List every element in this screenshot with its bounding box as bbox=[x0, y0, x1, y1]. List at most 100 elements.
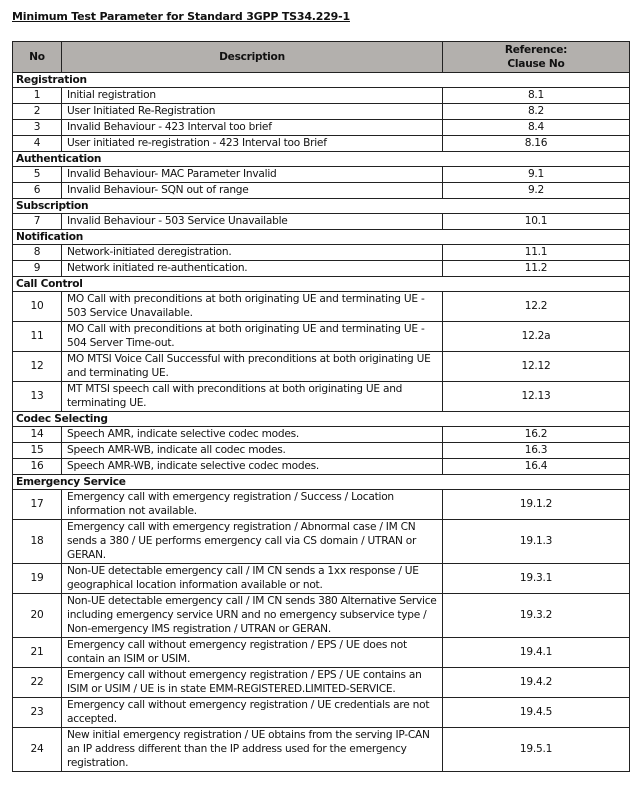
cell-description: Network-initiated deregistration. bbox=[61, 244, 443, 261]
table-row: 16 Speech AMR-WB, indicate selective code… bbox=[12, 458, 630, 475]
cell-no: 18 bbox=[12, 519, 62, 564]
table-row: 22 Emergency call without emergency regis… bbox=[12, 667, 630, 698]
cell-description: Non-UE detectable emergency call / IM CN… bbox=[61, 593, 443, 638]
cell-description: Non-UE detectable emergency call / IM CN… bbox=[61, 563, 443, 594]
cell-no: 23 bbox=[12, 697, 62, 728]
cell-reference: 16.4 bbox=[442, 458, 630, 475]
cell-reference: 10.1 bbox=[442, 213, 630, 230]
cell-description: Speech AMR-WB, indicate all codec modes. bbox=[61, 442, 443, 459]
cell-reference: 19.4.2 bbox=[442, 667, 630, 698]
cell-no: 5 bbox=[12, 166, 62, 183]
section-title: Codec Selecting bbox=[12, 411, 630, 427]
cell-no: 11 bbox=[12, 321, 62, 352]
table-row: 24 New initial emergency registration / U… bbox=[12, 727, 630, 772]
cell-reference: 19.5.1 bbox=[442, 727, 630, 772]
cell-reference: 19.1.2 bbox=[442, 489, 630, 520]
cell-reference: 8.4 bbox=[442, 119, 630, 136]
table-row: 17 Emergency call with emergency registra… bbox=[12, 489, 630, 520]
cell-description: Network initiated re-authentication. bbox=[61, 260, 443, 277]
cell-reference: 9.2 bbox=[442, 182, 630, 199]
table-row: 2 User Initiated Re-Registration 8.2 bbox=[12, 103, 630, 120]
cell-reference: 12.13 bbox=[442, 381, 630, 412]
cell-no: 15 bbox=[12, 442, 62, 459]
cell-description: New initial emergency registration / UE … bbox=[61, 727, 443, 772]
cell-no: 7 bbox=[12, 213, 62, 230]
cell-no: 16 bbox=[12, 458, 62, 475]
document-title: Minimum Test Parameter for Standard 3GPP… bbox=[12, 10, 350, 23]
cell-description: Emergency call with emergency registrati… bbox=[61, 519, 443, 564]
table-row: 4 User initiated re-registration - 423 In… bbox=[12, 135, 630, 152]
cell-description: Emergency call without emergency registr… bbox=[61, 697, 443, 728]
table-row: 9 Network initiated re-authentication. 11.… bbox=[12, 260, 630, 277]
cell-no: 6 bbox=[12, 182, 62, 199]
cell-description: Emergency call with emergency registrati… bbox=[61, 489, 443, 520]
cell-description: Invalid Behaviour- MAC Parameter Invalid bbox=[61, 166, 443, 183]
table-row: 13 MT MTSI speech call with preconditions… bbox=[12, 381, 630, 412]
section-row: Call Control bbox=[12, 276, 630, 292]
table-row: 8 Network-initiated deregistration. 11.1 bbox=[12, 244, 630, 261]
cell-description: Emergency call without emergency registr… bbox=[61, 637, 443, 668]
table-row: 18 Emergency call with emergency registra… bbox=[12, 519, 630, 564]
table-row: 19 Non-UE detectable emergency call / IM … bbox=[12, 563, 630, 594]
section-title: Call Control bbox=[12, 276, 630, 292]
header-no: No bbox=[12, 41, 62, 73]
cell-no: 3 bbox=[12, 119, 62, 136]
header-reference: Reference: Clause No bbox=[442, 41, 630, 73]
cell-no: 12 bbox=[12, 351, 62, 382]
header-description: Description bbox=[61, 41, 443, 73]
table-row: 1 Initial registration 8.1 bbox=[12, 87, 630, 104]
cell-reference: 19.3.1 bbox=[442, 563, 630, 594]
table-row: 14 Speech AMR, indicate selective codec m… bbox=[12, 426, 630, 443]
cell-no: 19 bbox=[12, 563, 62, 594]
cell-no: 21 bbox=[12, 637, 62, 668]
cell-reference: 19.4.5 bbox=[442, 697, 630, 728]
section-row: Authentication bbox=[12, 151, 630, 167]
cell-reference: 11.2 bbox=[442, 260, 630, 277]
table-row: 10 MO Call with preconditions at both ori… bbox=[12, 291, 630, 322]
cell-reference: 9.1 bbox=[442, 166, 630, 183]
section-title: Authentication bbox=[12, 151, 630, 167]
table-row: 21 Emergency call without emergency regis… bbox=[12, 637, 630, 668]
cell-reference: 12.12 bbox=[442, 351, 630, 382]
section-title: Subscription bbox=[12, 198, 630, 214]
table-row: 23 Emergency call without emergency regis… bbox=[12, 697, 630, 728]
cell-reference: 8.2 bbox=[442, 103, 630, 120]
cell-description: Speech AMR, indicate selective codec mod… bbox=[61, 426, 443, 443]
cell-no: 20 bbox=[12, 593, 62, 638]
cell-description: Invalid Behaviour - 423 Interval too bri… bbox=[61, 119, 443, 136]
cell-description: Invalid Behaviour - 503 Service Unavaila… bbox=[61, 213, 443, 230]
cell-no: 9 bbox=[12, 260, 62, 277]
cell-description: MO MTSI Voice Call Successful with preco… bbox=[61, 351, 443, 382]
cell-description: Emergency call without emergency registr… bbox=[61, 667, 443, 698]
table-row: 20 Non-UE detectable emergency call / IM … bbox=[12, 593, 630, 638]
cell-reference: 19.3.2 bbox=[442, 593, 630, 638]
cell-reference: 19.1.3 bbox=[442, 519, 630, 564]
cell-description: MT MTSI speech call with preconditions a… bbox=[61, 381, 443, 412]
header-reference-line1: Reference: bbox=[504, 44, 568, 56]
cell-reference: 16.3 bbox=[442, 442, 630, 459]
cell-description: Speech AMR-WB, indicate selective codec … bbox=[61, 458, 443, 475]
section-title: Emergency Service bbox=[12, 474, 630, 490]
cell-no: 8 bbox=[12, 244, 62, 261]
cell-reference: 8.16 bbox=[442, 135, 630, 152]
cell-no: 1 bbox=[12, 87, 62, 104]
table-row: 6 Invalid Behaviour- SQN out of range 9.2 bbox=[12, 182, 630, 199]
cell-reference: 12.2 bbox=[442, 291, 630, 322]
section-row: Subscription bbox=[12, 198, 630, 214]
cell-no: 17 bbox=[12, 489, 62, 520]
table-body: Registration 1 Initial registration 8.1 2 Use… bbox=[12, 72, 630, 772]
section-row: Registration bbox=[12, 72, 630, 88]
cell-reference: 16.2 bbox=[442, 426, 630, 443]
cell-description: User Initiated Re-Registration bbox=[61, 103, 443, 120]
test-parameter-table: No Description Reference: Clause No Regi… bbox=[12, 41, 630, 772]
cell-no: 14 bbox=[12, 426, 62, 443]
cell-description: User initiated re-registration - 423 Int… bbox=[61, 135, 443, 152]
table-header-row: No Description Reference: Clause No bbox=[12, 41, 630, 73]
cell-description: MO Call with preconditions at both origi… bbox=[61, 291, 443, 322]
table-row: 11 MO Call with preconditions at both ori… bbox=[12, 321, 630, 352]
table-row: 7 Invalid Behaviour - 503 Service Unavail… bbox=[12, 213, 630, 230]
cell-no: 13 bbox=[12, 381, 62, 412]
section-row: Codec Selecting bbox=[12, 411, 630, 427]
table-row: 3 Invalid Behaviour - 423 Interval too br… bbox=[12, 119, 630, 136]
cell-description: Invalid Behaviour- SQN out of range bbox=[61, 182, 443, 199]
